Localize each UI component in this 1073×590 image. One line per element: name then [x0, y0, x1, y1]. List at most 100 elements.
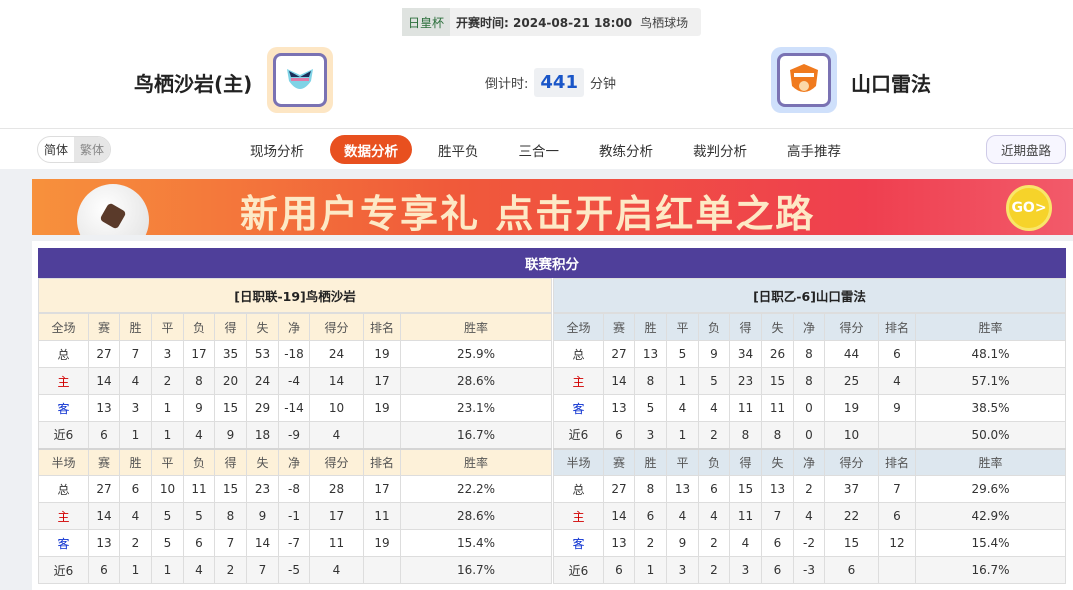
column-header: 负: [698, 313, 730, 341]
column-header: 平: [666, 447, 699, 476]
cell: 3: [119, 394, 152, 422]
standings-title: 联赛积分: [38, 248, 1066, 278]
table-row: 近6 6 1 3 2 3 6 -3 6 16.7%: [553, 556, 1066, 584]
home-team-name[interactable]: 鸟栖沙岩(主): [134, 72, 253, 96]
row-label: 主: [553, 367, 604, 395]
recent-odds-button[interactable]: 近期盘路: [986, 135, 1066, 164]
cell: 5: [151, 529, 184, 557]
cell: 6: [603, 421, 635, 449]
cell: 5: [698, 367, 730, 395]
cell: 10: [151, 475, 184, 503]
tab-1[interactable]: 数据分析: [330, 135, 412, 164]
cell: 42.9%: [915, 502, 1066, 530]
column-header: 胜: [119, 313, 152, 341]
competition-badge[interactable]: 日皇杯: [402, 8, 451, 36]
tab-4[interactable]: 教练分析: [599, 143, 653, 160]
cell: 2: [119, 529, 152, 557]
countdown: 倒计时: 441 分钟: [485, 68, 616, 97]
cell: 2: [634, 529, 667, 557]
tab-5[interactable]: 裁判分析: [693, 143, 747, 160]
row-label: 总: [553, 475, 604, 503]
cell: 17: [309, 502, 364, 530]
tab-0[interactable]: 现场分析: [250, 143, 304, 160]
cell: [878, 421, 916, 449]
match-info: 日皇杯 开赛时间: 2024-08-21 18:00 鸟栖球场: [402, 8, 701, 36]
cell: 10: [824, 421, 879, 449]
away-team-logo[interactable]: [771, 47, 837, 113]
cell: 5: [151, 502, 184, 530]
cell: 44: [824, 340, 879, 368]
away-standings-table: 全场赛胜平负得失净得分 排名 胜率总 27 13 5 9 34 26 8 44 6 48.1% 主 14 8 1…: [553, 313, 1066, 584]
row-label: 近6: [553, 556, 604, 584]
section-label: 半场: [38, 447, 89, 476]
cell: -14: [278, 394, 310, 422]
cell: 2: [214, 556, 247, 584]
cell: 9: [183, 394, 215, 422]
cell: 11: [761, 394, 794, 422]
lang-simplified[interactable]: 简体: [44, 143, 69, 157]
cell: 12: [878, 529, 916, 557]
away-team-name[interactable]: 山口雷法: [851, 72, 931, 96]
cell: 3: [666, 556, 699, 584]
cell: 3: [151, 340, 184, 368]
go-button[interactable]: GO>: [1006, 185, 1052, 231]
tab-2[interactable]: 胜平负: [438, 143, 479, 160]
cell: 4: [309, 556, 364, 584]
cell: 4: [698, 502, 730, 530]
cell: 14: [88, 502, 120, 530]
home-team-header: [日职联-19]鸟栖沙岩: [38, 278, 552, 313]
table-row: 总 27 8 13 6 15 13 2 37 7 29.6%: [553, 475, 1066, 503]
column-header: 失: [246, 313, 279, 341]
cell: 24: [246, 367, 279, 395]
column-header: 负: [183, 313, 215, 341]
lang-traditional[interactable]: 繁体: [74, 137, 111, 162]
cell: 13: [603, 529, 635, 557]
cell: 4: [183, 556, 215, 584]
cell: 8: [634, 475, 667, 503]
cell: 6: [761, 556, 794, 584]
column-header: 赛: [88, 447, 120, 476]
cell: 15.4%: [915, 529, 1066, 557]
cell: 13: [603, 394, 635, 422]
cell: -3: [793, 556, 825, 584]
cell: 17: [363, 475, 401, 503]
column-header: 平: [151, 447, 184, 476]
cell: 19: [824, 394, 879, 422]
column-header: 排名: [878, 313, 916, 341]
column-header: 胜: [634, 313, 667, 341]
cell: -8: [278, 475, 310, 503]
cell: 53: [246, 340, 279, 368]
promo-banner[interactable]: 新用户专享礼 点击开启红单之路 GO>: [32, 179, 1073, 235]
table-row: 客 13 2 5 6 7 14 -7 11 19 15.4%: [38, 529, 552, 557]
countdown-label: 倒计时:: [485, 77, 529, 92]
language-toggle[interactable]: 简体 繁体: [37, 136, 112, 163]
cell: 25: [824, 367, 879, 395]
cell: -7: [278, 529, 310, 557]
column-header: 胜: [634, 447, 667, 476]
tab-6[interactable]: 高手推荐: [787, 143, 841, 160]
home-team-logo[interactable]: [267, 47, 333, 113]
column-header: 赛: [88, 313, 120, 341]
analysis-tabs: 现场分析 数据分析 胜平负 三合一 教练分析 裁判分析 高手推荐: [236, 135, 867, 164]
cell: 4: [729, 529, 762, 557]
cell: 25.9%: [400, 340, 552, 368]
cell: 16.7%: [400, 421, 552, 449]
cell: 4: [119, 502, 152, 530]
tab-3[interactable]: 三合一: [518, 143, 560, 160]
half-header-row: 半场赛胜平负得失净得分 排名 胜率: [553, 447, 1066, 476]
cell: [363, 556, 401, 584]
cell: 0: [793, 421, 825, 449]
cell: 5: [634, 394, 667, 422]
row-label: 近6: [553, 421, 604, 449]
column-header: 平: [666, 313, 699, 341]
cell: 7: [119, 340, 152, 368]
row-label: 主: [553, 502, 604, 530]
column-header: 净: [278, 313, 310, 341]
cell: 4: [793, 502, 825, 530]
cell: 7: [761, 502, 794, 530]
table-row: 客 13 2 9 2 4 6 -2 15 12 15.4%: [553, 529, 1066, 557]
column-header: 得分: [824, 313, 879, 341]
countdown-unit: 分钟: [589, 77, 616, 92]
cell: 20: [214, 367, 247, 395]
cell: 50.0%: [915, 421, 1066, 449]
